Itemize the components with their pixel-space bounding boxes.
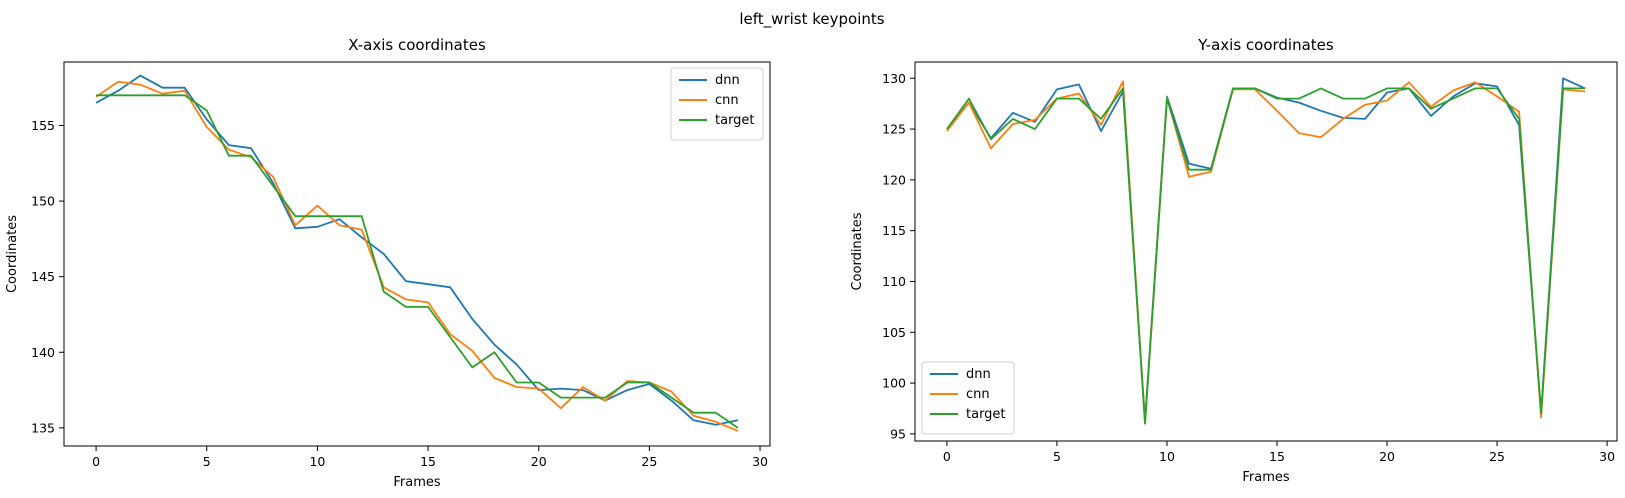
chart-0-x-tick-label: 15 bbox=[420, 454, 436, 469]
chart-1-legend-box bbox=[921, 361, 1015, 435]
chart-1-y-axis-label: Coordinates bbox=[850, 212, 865, 290]
x-coordinates-chart: X-axis coordinates 0 5 10 15 20 25 30 135 140 145 1… bbox=[5, 36, 771, 490]
chart-0-legend-label-cnn: cnn bbox=[715, 93, 739, 108]
figure-title: left_wrist keypoints bbox=[739, 10, 884, 29]
chart-0-y-tick-label: 140 bbox=[31, 345, 55, 360]
chart-1-x-tick-label: 15 bbox=[1269, 449, 1285, 464]
chart-0-series-cnn bbox=[95, 80, 739, 432]
chart-1-series-cnn bbox=[946, 80, 1586, 424]
chart-0-x-tick-label: 5 bbox=[203, 454, 211, 469]
chart-1-y-tick-label: 125 bbox=[882, 122, 906, 137]
chart-0-y-tick-label: 150 bbox=[31, 194, 55, 209]
chart-1-plot-frame bbox=[914, 61, 1618, 442]
chart-1-x-tick-label: 5 bbox=[1053, 449, 1061, 464]
chart-0-x-axis-label: Frames bbox=[393, 475, 441, 490]
chart-0-y-axis-label: Coordinates bbox=[5, 215, 20, 293]
y-coordinates-chart: Y-axis coordinates 0 5 10 15 20 25 30 95 100 105 11… bbox=[850, 36, 1618, 485]
chart-1-x-tick-label: 30 bbox=[1599, 449, 1615, 464]
chart-0-x-tick-label: 0 bbox=[92, 454, 100, 469]
chart-0-legend: dnn cnn target bbox=[670, 67, 764, 141]
chart-1-x-tick-label: 0 bbox=[943, 449, 951, 464]
chart-1-x-tick-label: 25 bbox=[1489, 449, 1505, 464]
chart-1-y-tick-label: 120 bbox=[882, 172, 906, 187]
chart-1-y-tick-label: 100 bbox=[882, 376, 906, 391]
chart-1-x-axis-label: Frames bbox=[1242, 470, 1290, 485]
chart-1-y-tick-label: 110 bbox=[882, 274, 906, 289]
chart-1-legend-label-target: target bbox=[966, 407, 1006, 422]
chart-1-legend: dnn cnn target bbox=[921, 361, 1015, 435]
chart-1-y-tick-label: 115 bbox=[882, 223, 906, 238]
chart-0-legend-label-target: target bbox=[715, 113, 755, 128]
chart-1-y-tick-label: 130 bbox=[882, 71, 906, 86]
chart-1-series-target bbox=[946, 87, 1586, 425]
chart-1-legend-label-cnn: cnn bbox=[966, 387, 990, 402]
chart-0-series-dnn bbox=[95, 74, 739, 426]
chart-1-y-tick-label: 105 bbox=[882, 325, 906, 340]
chart-0-y-tick-label: 145 bbox=[31, 269, 55, 284]
chart-1-legend-label-dnn: dnn bbox=[966, 367, 991, 382]
chart-1-y-tick-label: 95 bbox=[890, 426, 906, 441]
chart-0-x-tick-label: 30 bbox=[752, 454, 768, 469]
chart-0-title: X-axis coordinates bbox=[348, 36, 486, 54]
chart-1-x-tick-label: 10 bbox=[1159, 449, 1175, 464]
chart-0-legend-box bbox=[670, 67, 764, 141]
chart-0-x-tick-label: 20 bbox=[531, 454, 547, 469]
chart-0-y-tick-label: 155 bbox=[31, 118, 55, 133]
chart-0-y-tick-label: 135 bbox=[31, 420, 55, 435]
chart-0-x-tick-label: 25 bbox=[641, 454, 657, 469]
chart-0-plot-frame bbox=[63, 61, 771, 447]
chart-0-series-target bbox=[96, 94, 739, 429]
chart-1-x-tick-label: 20 bbox=[1379, 449, 1395, 464]
chart-0-legend-label-dnn: dnn bbox=[715, 73, 740, 88]
chart-0-x-tick-label: 10 bbox=[309, 454, 325, 469]
chart-1-title: Y-axis coordinates bbox=[1197, 36, 1334, 54]
chart-1-series-dnn bbox=[946, 77, 1586, 422]
